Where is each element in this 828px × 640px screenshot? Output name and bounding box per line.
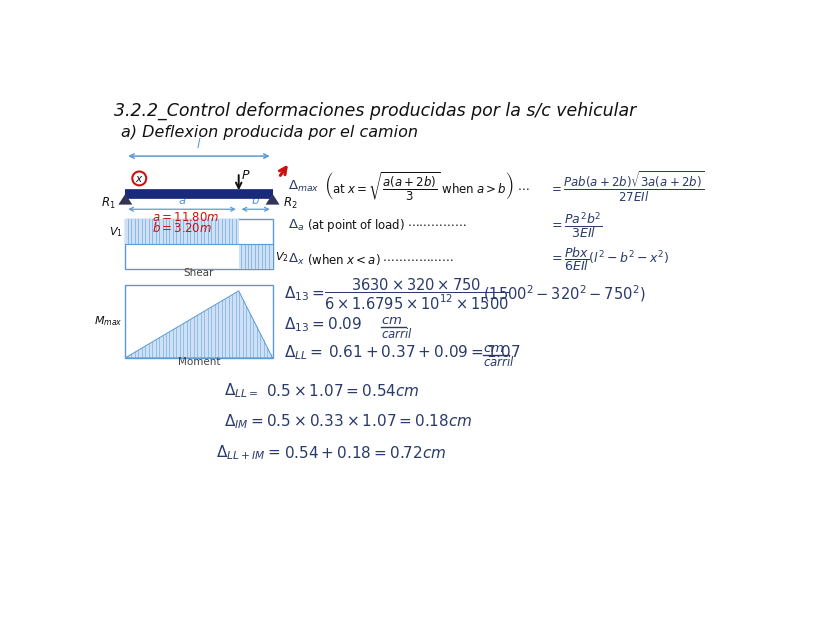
Polygon shape [125,220,238,244]
Text: $\Delta_{LL}$: $\Delta_{LL}$ [284,343,308,362]
Text: $\left(\mathrm{at}\;x=\sqrt{\dfrac{a(a+2b)}{3}}\;\mathrm{when}\;a>b\right)\;\cdo: $\left(\mathrm{at}\;x=\sqrt{\dfrac{a(a+2… [324,171,528,203]
Text: Moment: Moment [177,356,220,367]
Text: $=\,0.61+0.37+0.09=1.07$: $=\,0.61+0.37+0.09=1.07$ [306,344,520,360]
Text: $\Delta_{LL+IM}=$: $\Delta_{LL+IM}=$ [216,444,280,462]
Polygon shape [265,194,279,205]
Text: $R_1$: $R_1$ [100,196,115,211]
Text: $b=3.20m$: $b=3.20m$ [152,221,212,236]
Text: $\Delta_{LL=}$: $\Delta_{LL=}$ [224,381,258,400]
Text: $=\dfrac{Pab(a+2b)\sqrt{3a(a+2b)}}{27EIl}$: $=\dfrac{Pab(a+2b)\sqrt{3a(a+2b)}}{27EIl… [549,170,704,204]
Text: $b$: $b$ [251,193,260,207]
Text: $0.54+0.18=0.72cm$: $0.54+0.18=0.72cm$ [284,445,446,461]
Text: $cm$: $cm$ [483,342,504,355]
Text: $=\dfrac{Pa^2b^2}{3EIl}$: $=\dfrac{Pa^2b^2}{3EIl}$ [549,210,603,241]
Text: $\Delta_{max}$: $\Delta_{max}$ [287,179,319,195]
Text: $a$: $a$ [177,194,186,207]
Text: $M_{max}$: $M_{max}$ [94,314,123,328]
Text: $\Delta_a$: $\Delta_a$ [287,218,304,233]
Polygon shape [238,244,272,269]
Text: $\dfrac{3630\times 320\times 750}{6\times 1.6795\times 10^{12}\times 1500}$: $\dfrac{3630\times 320\times 750}{6\time… [324,276,510,312]
Text: $cm$: $cm$ [381,314,402,328]
Text: $(\mathrm{at\;point\;of\;load})\;\cdots\cdots\cdots\cdots\cdots$: $(\mathrm{at\;point\;of\;load})\;\cdots\… [306,217,465,234]
Text: $R_2$: $R_2$ [282,196,297,211]
Polygon shape [118,194,132,205]
Text: $\Delta_x$: $\Delta_x$ [287,252,305,267]
Text: $carril$: $carril$ [381,327,412,341]
Text: $\left(1500^2-320^2-750^2\right)$: $\left(1500^2-320^2-750^2\right)$ [483,284,645,304]
Text: a) Deflexion producida por el camion: a) Deflexion producida por el camion [121,125,417,140]
Text: $0.5\times 1.07=0.54cm$: $0.5\times 1.07=0.54cm$ [266,383,420,399]
Text: $P$: $P$ [241,169,250,182]
Text: $a=11.80m$: $a=11.80m$ [152,211,219,224]
Text: $\Delta_{13}=0.09$: $\Delta_{13}=0.09$ [284,316,362,334]
Text: $\Delta_{IM}=0.5\times 0.33\times 1.07=0.18cm$: $\Delta_{IM}=0.5\times 0.33\times 1.07=0… [224,412,472,431]
Text: $\Delta_{13}=$: $\Delta_{13}=$ [284,285,325,303]
Text: 3.2.2_Control deformaciones producidas por la s/c vehicular: 3.2.2_Control deformaciones producidas p… [114,101,636,120]
Text: $=\dfrac{Pbx}{6EIl}(l^2-b^2-x^2)$: $=\dfrac{Pbx}{6EIl}(l^2-b^2-x^2)$ [549,245,669,273]
Polygon shape [125,291,272,358]
Text: $l$: $l$ [196,137,201,150]
Text: Shear: Shear [184,268,214,278]
Text: $carril$: $carril$ [483,355,514,369]
Text: $V_2$: $V_2$ [275,250,288,264]
Text: $V_1$: $V_1$ [109,225,123,239]
Text: $(\mathrm{when}\;x<a)\;\cdots\cdots\cdots\cdots\cdots\cdots$: $(\mathrm{when}\;x<a)\;\cdots\cdots\cdot… [306,252,453,267]
Text: $x$: $x$ [135,174,143,184]
